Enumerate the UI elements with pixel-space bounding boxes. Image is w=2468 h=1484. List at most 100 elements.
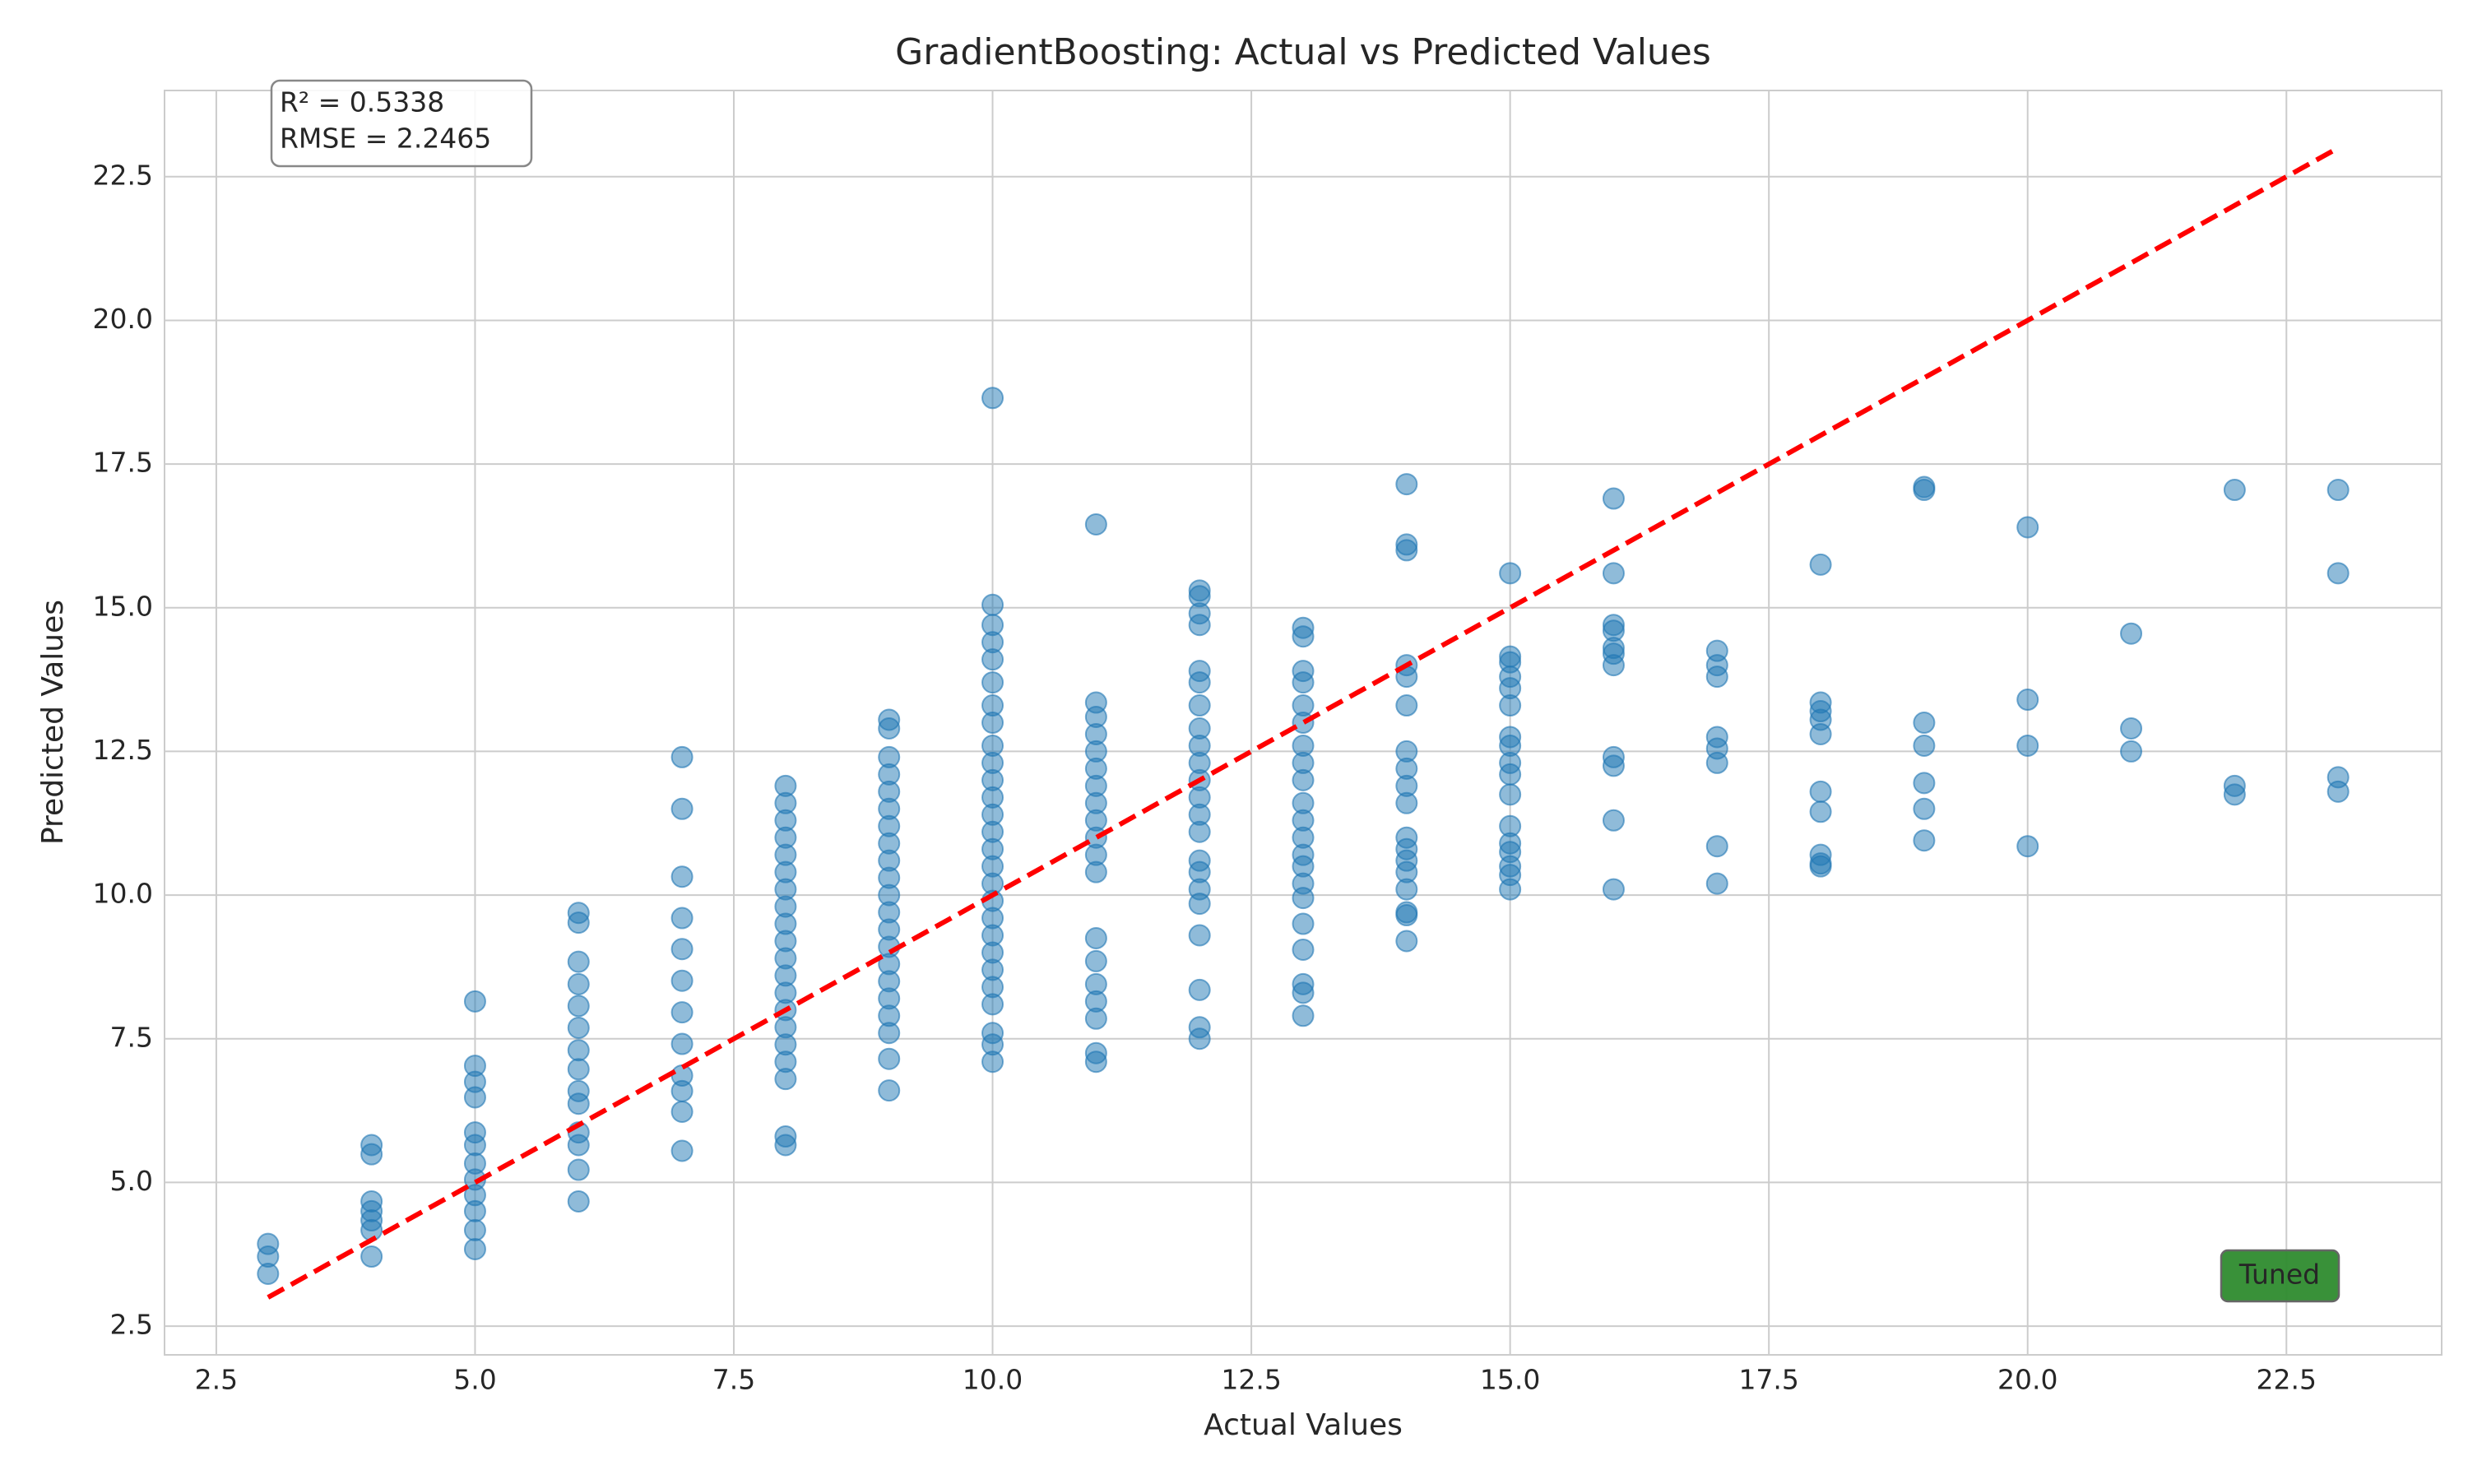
point: [567, 1190, 590, 1213]
point: [1084, 1007, 1107, 1030]
x-tick-label: 22.5: [2257, 1364, 2317, 1396]
point: [257, 1262, 280, 1285]
point: [1705, 751, 1728, 774]
point: [567, 1016, 590, 1039]
point: [670, 969, 694, 992]
point: [1292, 1004, 1315, 1027]
y-tick-label: 22.5: [93, 159, 153, 191]
point: [1602, 754, 1625, 777]
point: [1913, 797, 1936, 820]
x-tick-label: 10.0: [963, 1364, 1023, 1396]
point: [567, 1158, 590, 1181]
point: [1084, 949, 1107, 972]
x-axis-label: Actual Values: [1204, 1408, 1403, 1442]
point: [878, 1047, 901, 1070]
point: [981, 993, 1004, 1016]
point: [1602, 878, 1625, 901]
point: [1499, 783, 1522, 806]
point: [1809, 722, 1832, 745]
point: [1188, 1027, 1211, 1050]
point: [670, 1001, 694, 1024]
point: [981, 1050, 1004, 1074]
point: [1602, 487, 1625, 510]
point: [567, 1092, 590, 1115]
point: [1084, 926, 1107, 949]
stats-text: R² = 0.5338: [280, 86, 444, 118]
x-tick-label: 2.5: [195, 1364, 238, 1396]
point: [981, 593, 1004, 616]
y-tick-label: 10.0: [93, 878, 153, 910]
point: [567, 911, 590, 934]
point: [670, 1032, 694, 1055]
point: [463, 1199, 486, 1222]
point: [1809, 780, 1832, 803]
point: [2223, 479, 2246, 502]
x-tick-label: 12.5: [1221, 1364, 1281, 1396]
y-tick-label: 7.5: [110, 1021, 153, 1053]
point: [567, 950, 590, 973]
point: [1188, 893, 1211, 916]
point: [670, 865, 694, 888]
point: [1292, 938, 1315, 961]
point: [1395, 539, 1418, 562]
point: [878, 1079, 901, 1102]
point: [1292, 625, 1315, 648]
point: [2016, 689, 2039, 712]
point: [2120, 716, 2143, 740]
point: [2016, 516, 2039, 539]
point: [981, 387, 1004, 410]
point: [1188, 820, 1211, 843]
point: [1499, 694, 1522, 717]
point: [1395, 878, 1418, 901]
point: [1395, 473, 1418, 496]
data-layer: [257, 146, 2350, 1300]
point: [1188, 694, 1211, 717]
point: [1292, 981, 1315, 1004]
point: [1084, 512, 1107, 536]
point: [670, 1079, 694, 1102]
point: [1602, 654, 1625, 677]
point: [878, 716, 901, 740]
point: [1602, 809, 1625, 832]
point: [1809, 553, 1832, 576]
point: [567, 972, 590, 995]
point: [1809, 800, 1832, 823]
point: [1395, 694, 1418, 717]
point: [2016, 734, 2039, 757]
point: [1395, 930, 1418, 953]
point: [2223, 783, 2246, 806]
point: [1705, 665, 1728, 689]
point: [1395, 791, 1418, 814]
point: [670, 1100, 694, 1123]
point: [2016, 835, 2039, 858]
point: [1292, 712, 1315, 734]
point: [981, 671, 1004, 694]
point: [463, 1237, 486, 1260]
point: [1913, 734, 1936, 757]
point: [2120, 622, 2143, 645]
x-tick-label: 7.5: [712, 1364, 755, 1396]
badge-text: Tuned: [2238, 1259, 2320, 1291]
point: [670, 1139, 694, 1162]
y-tick-label: 15.0: [93, 590, 153, 622]
point: [2327, 562, 2350, 585]
point: [1499, 562, 1522, 585]
y-tick-label: 17.5: [93, 447, 153, 479]
point: [1499, 763, 1522, 786]
chart-title: GradientBoosting: Actual vs Predicted Va…: [895, 31, 1711, 73]
point: [1395, 904, 1418, 927]
y-tick-label: 5.0: [110, 1165, 153, 1197]
point: [1292, 768, 1315, 791]
y-tick-label: 12.5: [93, 734, 153, 766]
point: [878, 1022, 901, 1045]
plot-frame: [164, 90, 2442, 1356]
point: [1084, 1050, 1107, 1074]
point: [463, 1086, 486, 1109]
point: [1188, 614, 1211, 637]
point: [567, 1134, 590, 1157]
point: [1084, 860, 1107, 883]
point: [670, 745, 694, 768]
point: [463, 1134, 486, 1157]
point: [1499, 878, 1522, 901]
